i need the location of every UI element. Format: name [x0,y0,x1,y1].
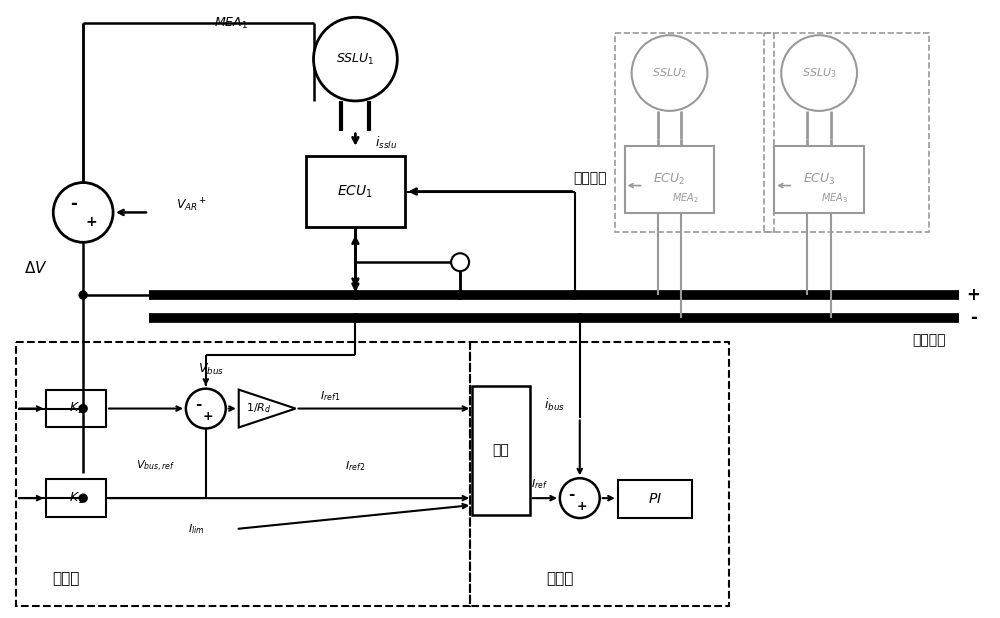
Text: 公共母线: 公共母线 [912,333,946,347]
Bar [774,146,864,213]
Text: $ECU_2$: $ECU_2$ [653,172,686,187]
Text: $ECU_1$: $ECU_1$ [337,184,373,200]
Text: $I_{lim}$: $I_{lim}$ [188,522,204,536]
Text: $MEA_3$: $MEA_3$ [821,192,848,205]
Text: $i_{sslu}$: $i_{sslu}$ [375,135,398,151]
Text: 电压环: 电压环 [53,571,80,586]
Text: $MEA_1$: $MEA_1$ [214,15,248,31]
Text: $I_{ref2}$: $I_{ref2}$ [345,459,365,473]
Text: $i_{bus}$: $i_{bus}$ [544,397,565,413]
Text: $SSLU_2$: $SSLU_2$ [652,66,687,80]
Circle shape [186,389,226,428]
Text: -: - [195,397,201,412]
Text: -: - [970,309,977,327]
Circle shape [79,291,87,299]
Text: +: + [576,499,587,512]
Text: $SSLU_1$: $SSLU_1$ [336,51,375,67]
Text: $1/R_d$: $1/R_d$ [246,402,271,415]
Text: $V_{bus}$: $V_{bus}$ [198,362,224,377]
Text: $V_{bus,ref}$: $V_{bus,ref}$ [136,459,176,474]
Circle shape [576,314,584,322]
Circle shape [451,253,469,271]
Circle shape [456,291,464,299]
Bar [625,146,714,213]
Text: $SSLU_3$: $SSLU_3$ [802,66,836,80]
Polygon shape [239,389,296,428]
Text: +: + [967,286,981,304]
Bar [46,479,106,517]
Circle shape [560,478,600,518]
Circle shape [53,182,113,242]
Circle shape [351,314,359,322]
Text: $PI$: $PI$ [648,492,662,506]
Text: $I_{ref1}$: $I_{ref1}$ [320,389,341,402]
Text: $\Delta V$: $\Delta V$ [24,260,48,276]
Circle shape [781,35,857,111]
Text: $MEA_2$: $MEA_2$ [672,192,698,205]
Text: $V_{AR}{}^+$: $V_{AR}{}^+$ [176,197,207,214]
Circle shape [452,254,468,270]
Circle shape [571,291,579,299]
Text: +: + [85,216,97,229]
Circle shape [79,405,87,413]
Text: 控制信号: 控制信号 [573,172,606,185]
Text: -: - [70,195,77,213]
Bar [618,480,692,518]
Text: 电流环: 电流环 [546,571,574,586]
Bar [472,386,530,515]
Circle shape [79,494,87,502]
Text: $ECU_3$: $ECU_3$ [803,172,835,187]
Text: +: + [203,410,213,423]
Text: $K_2$: $K_2$ [69,401,84,416]
Text: -: - [569,486,575,502]
Text: $I_{ref}$: $I_{ref}$ [531,477,548,491]
Circle shape [351,291,359,299]
Text: $K_1$: $K_1$ [69,491,84,506]
Circle shape [314,17,397,101]
Text: 取小: 取小 [493,443,509,457]
Circle shape [632,35,707,111]
Bar [46,389,106,428]
Bar [306,156,405,227]
